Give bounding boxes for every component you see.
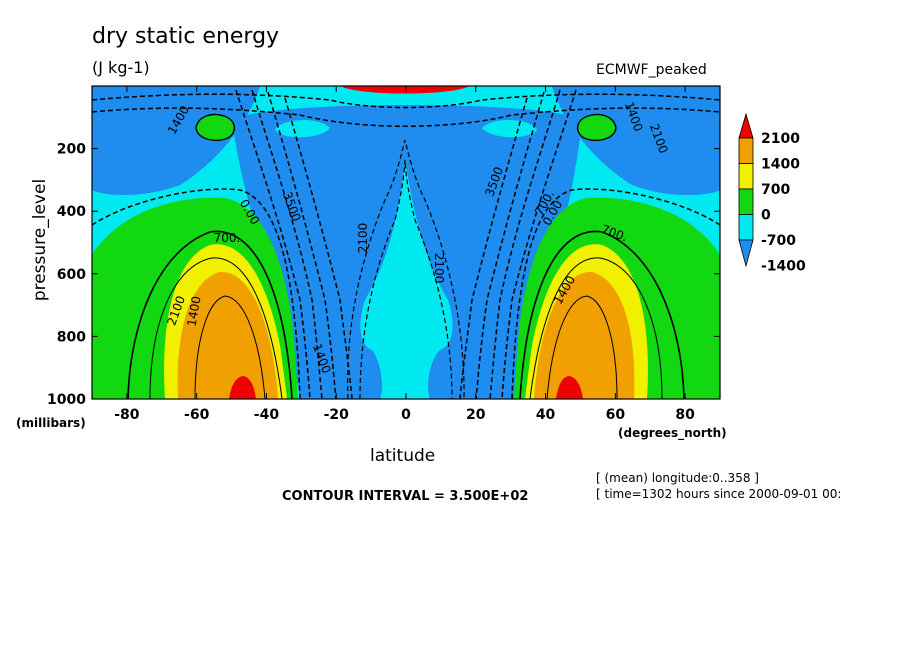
- colorbar-arrow-bottom: [738, 239, 754, 268]
- contour-dash-center-1: [359, 159, 453, 399]
- contour-dash-right-3: [489, 89, 561, 399]
- contour-label: 2100: [356, 223, 370, 254]
- region-cyan-upper-left: [275, 119, 330, 138]
- contour-line-upper-right-ring: [577, 113, 617, 141]
- y-tick-label: 800: [57, 329, 86, 345]
- x-tick-label: -60: [184, 407, 210, 423]
- x-tick-label: -20: [324, 407, 350, 423]
- dataset-label: ECMWF_peaked: [596, 62, 707, 78]
- colorbar-label: 0: [761, 208, 771, 224]
- x-axis-units: (degrees_north): [618, 426, 727, 440]
- contour-dash-left-3: [251, 89, 323, 399]
- colorbar-label: -700: [761, 233, 796, 249]
- contour-dash-left-1: [92, 188, 301, 399]
- note-time: [ time=1302 hours since 2000-09-01 00:: [596, 487, 842, 501]
- y-tick-label: 200: [57, 142, 86, 158]
- contour-dash-center-2: [347, 139, 465, 399]
- y-tick-label: 1000: [47, 392, 86, 408]
- region-cyan-upper-right: [482, 119, 537, 138]
- contour-line-upper-left-ring: [195, 113, 235, 141]
- region-red-right: [556, 376, 583, 399]
- colorbar-label: 700: [761, 182, 790, 198]
- region-top-peak: [340, 86, 470, 94]
- x-tick-label: 40: [536, 407, 556, 423]
- colorbar-label: 2100: [761, 131, 800, 147]
- region-green-upper-right: [577, 114, 616, 141]
- contour-dash-left-4: [267, 91, 337, 399]
- region-blue-left: [92, 86, 260, 195]
- colorbar-swatch: [738, 188, 754, 215]
- region-orange-left: [177, 271, 278, 399]
- x-axis-label: latitude: [370, 446, 436, 466]
- y-axis-units: (millibars): [16, 416, 86, 430]
- region-orange-right: [534, 271, 635, 399]
- y-tick-label: 400: [57, 204, 86, 220]
- contour-line-right-2: [529, 257, 663, 399]
- contour-dash-right-5: [459, 97, 528, 399]
- colorbar-swatch: [738, 214, 754, 241]
- contour-line-left-1: [127, 230, 293, 399]
- y-tick-label: 600: [57, 267, 86, 283]
- contour-dash-right-2: [501, 89, 577, 399]
- y-axis-label: pressure_level: [30, 178, 50, 302]
- x-tick-label: -40: [254, 407, 280, 423]
- contour-interval: CONTOUR INTERVAL = 3.500E+02: [282, 489, 529, 504]
- x-tick-label: 20: [466, 407, 486, 423]
- contour-line-right-3: [546, 295, 618, 399]
- x-tick-label: 0: [401, 407, 411, 423]
- region-blue-right: [552, 86, 720, 195]
- region-green-upper-left: [196, 114, 235, 141]
- colorbar-swatch: [738, 163, 754, 190]
- chart-title: dry static energy: [92, 24, 280, 49]
- colorbar-swatch: [738, 137, 754, 164]
- contour-label: 700.: [214, 231, 241, 245]
- colorbar-label: -1400: [761, 259, 806, 275]
- contour-dash-top-1: [92, 93, 720, 109]
- contour-line-left-2: [149, 257, 283, 399]
- note-longitude: [ (mean) longitude:0..358 ]: [596, 471, 759, 485]
- contour-label: 2100: [432, 253, 446, 284]
- colorbar-label: 1400: [761, 157, 800, 173]
- region-cyan-center: [360, 160, 453, 399]
- colorbar-arrow-top: [738, 112, 754, 139]
- x-tick-label: 80: [675, 407, 695, 423]
- contour-dash-top-2: [92, 107, 720, 127]
- contour-dash-right-1: [511, 188, 720, 399]
- chart-units: (J kg-1): [92, 58, 150, 77]
- contour-line-right-1: [519, 230, 685, 399]
- x-tick-label: -80: [114, 407, 140, 423]
- contour-dash-left-5: [284, 97, 353, 399]
- contour-label: 1400: [185, 295, 204, 328]
- x-tick-label: 60: [606, 407, 626, 423]
- contour-dash-left-2: [235, 89, 311, 399]
- region-red-left: [229, 376, 256, 399]
- contour-dash-right-4: [475, 91, 545, 399]
- contour-line-left-3: [194, 295, 266, 399]
